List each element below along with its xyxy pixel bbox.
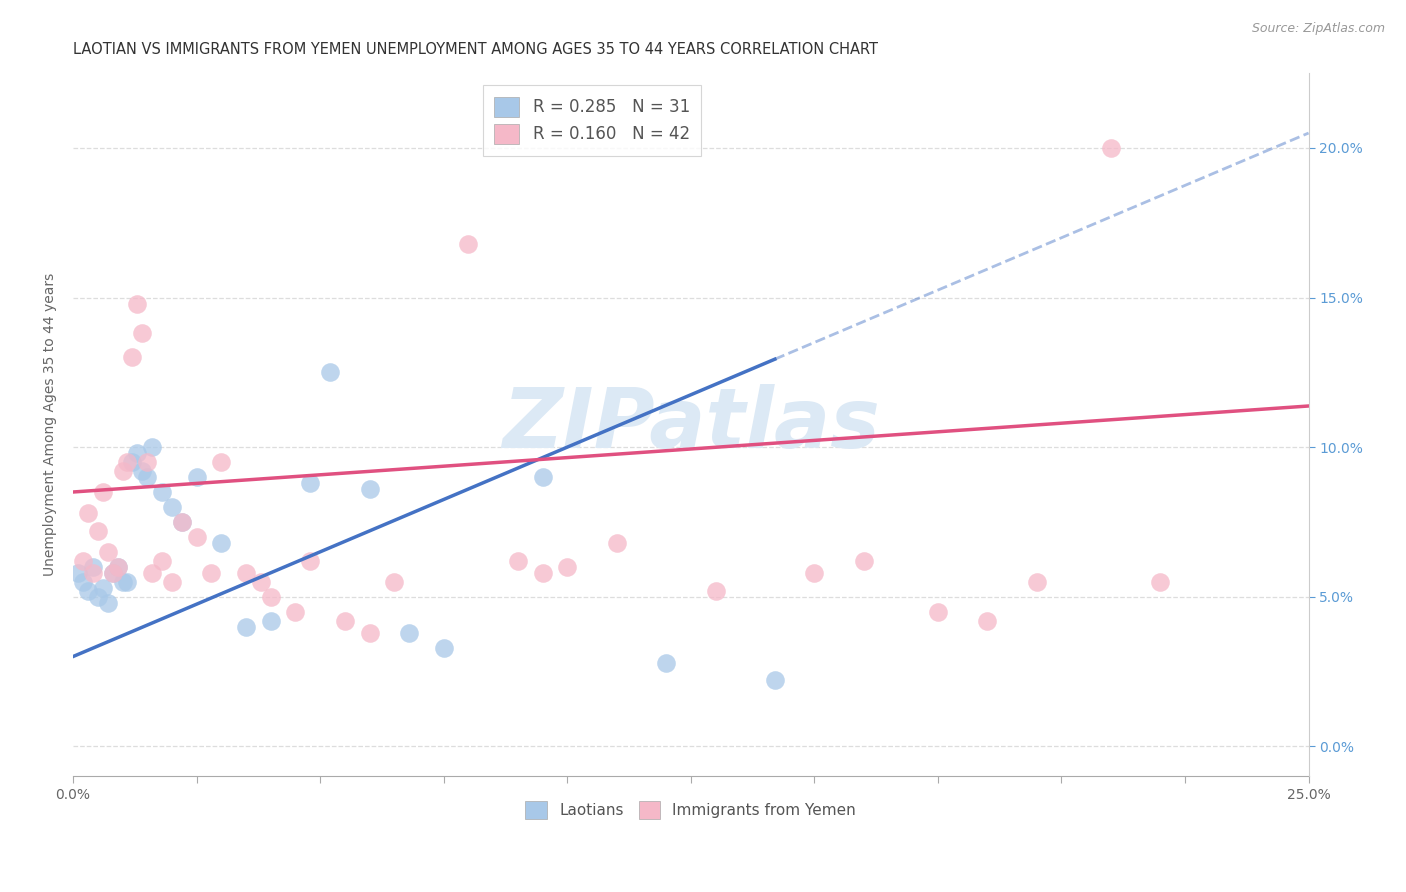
Point bbox=[319, 365, 342, 379]
Point bbox=[531, 470, 554, 484]
Point bbox=[117, 455, 139, 469]
Point bbox=[141, 566, 163, 580]
Point bbox=[260, 614, 283, 628]
Point bbox=[803, 566, 825, 580]
Point bbox=[299, 476, 322, 491]
Point bbox=[117, 574, 139, 589]
Point bbox=[852, 554, 875, 568]
Point bbox=[359, 625, 381, 640]
Point bbox=[209, 536, 232, 550]
Point bbox=[284, 605, 307, 619]
Point bbox=[77, 583, 100, 598]
Point bbox=[1149, 574, 1171, 589]
Point bbox=[606, 536, 628, 550]
Point bbox=[170, 515, 193, 529]
Point bbox=[398, 625, 420, 640]
Point bbox=[77, 506, 100, 520]
Point bbox=[927, 605, 949, 619]
Point bbox=[141, 440, 163, 454]
Text: ZIPatlas: ZIPatlas bbox=[502, 384, 880, 466]
Point bbox=[101, 566, 124, 580]
Point bbox=[235, 566, 257, 580]
Point bbox=[1025, 574, 1047, 589]
Point bbox=[186, 530, 208, 544]
Point bbox=[101, 566, 124, 580]
Point bbox=[87, 524, 110, 538]
Point bbox=[91, 581, 114, 595]
Point bbox=[82, 559, 104, 574]
Point bbox=[160, 574, 183, 589]
Point bbox=[91, 485, 114, 500]
Point bbox=[655, 656, 678, 670]
Point bbox=[250, 574, 273, 589]
Point bbox=[111, 574, 134, 589]
Point bbox=[67, 566, 90, 580]
Point bbox=[150, 554, 173, 568]
Point bbox=[97, 545, 120, 559]
Point bbox=[127, 296, 149, 310]
Point bbox=[136, 470, 159, 484]
Y-axis label: Unemployment Among Ages 35 to 44 years: Unemployment Among Ages 35 to 44 years bbox=[44, 273, 58, 576]
Point bbox=[121, 455, 143, 469]
Point bbox=[82, 566, 104, 580]
Point bbox=[976, 614, 998, 628]
Point bbox=[97, 596, 120, 610]
Point bbox=[359, 482, 381, 496]
Point bbox=[107, 559, 129, 574]
Point bbox=[457, 236, 479, 251]
Point bbox=[531, 566, 554, 580]
Point bbox=[763, 673, 786, 688]
Point bbox=[72, 574, 94, 589]
Point bbox=[127, 446, 149, 460]
Point bbox=[111, 464, 134, 478]
Point bbox=[200, 566, 222, 580]
Point bbox=[299, 554, 322, 568]
Point bbox=[333, 614, 356, 628]
Point bbox=[72, 554, 94, 568]
Text: LAOTIAN VS IMMIGRANTS FROM YEMEN UNEMPLOYMENT AMONG AGES 35 TO 44 YEARS CORRELAT: LAOTIAN VS IMMIGRANTS FROM YEMEN UNEMPLO… bbox=[73, 42, 879, 57]
Point bbox=[131, 326, 153, 341]
Point bbox=[150, 485, 173, 500]
Point bbox=[1099, 141, 1122, 155]
Point bbox=[260, 590, 283, 604]
Point bbox=[704, 583, 727, 598]
Text: Source: ZipAtlas.com: Source: ZipAtlas.com bbox=[1251, 22, 1385, 36]
Point bbox=[186, 470, 208, 484]
Point bbox=[170, 515, 193, 529]
Point bbox=[382, 574, 405, 589]
Point bbox=[209, 455, 232, 469]
Point bbox=[235, 619, 257, 633]
Point bbox=[433, 640, 456, 655]
Point bbox=[555, 559, 578, 574]
Legend: Laotians, Immigrants from Yemen: Laotians, Immigrants from Yemen bbox=[519, 795, 862, 825]
Point bbox=[160, 500, 183, 514]
Point bbox=[136, 455, 159, 469]
Point bbox=[87, 590, 110, 604]
Point bbox=[506, 554, 529, 568]
Point bbox=[131, 464, 153, 478]
Point bbox=[121, 351, 143, 365]
Point bbox=[107, 559, 129, 574]
